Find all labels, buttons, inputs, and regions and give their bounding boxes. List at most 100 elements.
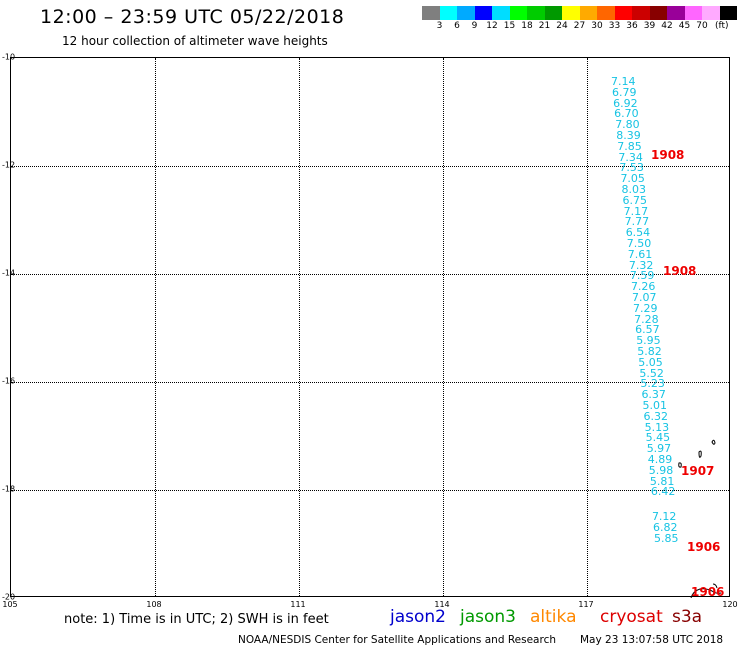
latitude-label: -12: [2, 160, 16, 170]
color-swatch: [597, 6, 615, 20]
satellite-legend-item: jason3: [460, 607, 516, 627]
swh-value: 5.05: [638, 355, 663, 369]
scale-label: 6: [454, 21, 460, 31]
swh-value: 6.37: [641, 388, 666, 402]
longitude-gridline: [443, 58, 444, 596]
swh-value: 5.81: [649, 474, 675, 488]
color-scale-swatches: [422, 6, 737, 20]
color-swatch: [562, 6, 580, 20]
swh-value: 6.79: [612, 85, 637, 99]
track-time-label: 1907: [681, 464, 715, 478]
color-swatch: [492, 6, 510, 20]
swh-value: 5.13: [644, 420, 670, 434]
longitude-label: 111: [290, 600, 306, 609]
scale-label-spacer: [422, 21, 431, 31]
swh-value: 7.53: [619, 161, 644, 175]
swh-value: 5.23: [640, 377, 665, 391]
swh-value: 5.95: [636, 334, 661, 348]
swh-value: 6.82: [653, 521, 678, 534]
swh-value: 7.29: [633, 301, 658, 315]
longitude-label: 120: [722, 600, 738, 609]
color-swatch: [579, 6, 597, 20]
scale-label: 18: [521, 21, 533, 31]
color-swatch: [544, 6, 562, 20]
generation-timestamp: May 23 13:07:58 UTC 2018: [580, 634, 724, 646]
map-panel: 7.14 6.79 6.92 6.70 7.80 8.39 7.85 7.34 7.53 7.05…: [10, 57, 730, 599]
scale-label: 12: [486, 21, 498, 31]
color-swatch: [719, 6, 737, 20]
color-scale-legend: 3 6 9 12 15 18 21 24 27 30 33 36 39 42 45 70 (ft): [422, 6, 737, 31]
swh-value: 6.54: [625, 226, 651, 240]
color-swatch: [439, 6, 457, 20]
latitude-label: -20: [2, 592, 16, 602]
swh-value: 5.01: [642, 399, 668, 412]
color-scale-labels: 3 6 9 12 15 18 21 24 27 30 33 36 39 42 45 70 (ft): [422, 21, 737, 31]
track-time-label: 1906: [687, 540, 721, 554]
map-title: 12:00 – 23:59 UTC 05/22/2018: [40, 6, 345, 28]
swh-value: 4.89: [647, 453, 673, 466]
longitude-label: 117: [578, 600, 594, 609]
swh-value: 6.57: [635, 323, 660, 337]
color-swatch: [457, 6, 475, 20]
satellite-legend-item: cryosat: [600, 607, 663, 627]
swh-value: 5.82: [637, 345, 662, 358]
swh-value: 6.32: [643, 409, 669, 423]
satellite-legend-item: jason2: [390, 607, 446, 627]
swh-value: 7.34: [618, 150, 643, 164]
longitude-gridline: [587, 58, 588, 596]
swh-value: 7.32: [628, 258, 654, 272]
latitude-gridline: [11, 382, 729, 383]
scale-label: 45: [678, 21, 691, 31]
scale-label: 3: [436, 21, 443, 31]
swh-value: 8.03: [621, 183, 647, 196]
color-swatch: [702, 6, 720, 20]
swh-value: 7.50: [626, 237, 652, 250]
track-time-label: 1908: [651, 148, 685, 162]
longitude-gridline: [155, 58, 156, 596]
latitude-label: -10: [2, 52, 16, 62]
color-swatch: [422, 6, 440, 20]
swh-value: 8.39: [616, 129, 641, 142]
latitude-label: -16: [2, 376, 16, 386]
latitude-label: -18: [2, 484, 16, 494]
swh-value: 5.98: [648, 463, 674, 477]
longitude-label: 114: [434, 600, 450, 609]
latitude-label: -14: [2, 268, 16, 278]
satellite-legend-item: s3a: [672, 607, 703, 627]
color-swatch: [632, 6, 650, 20]
swh-value: 7.26: [630, 280, 656, 294]
swh-value: 7.14: [611, 75, 636, 88]
swh-value: 6.42: [650, 485, 676, 499]
color-swatch: [509, 6, 527, 20]
scale-label: 33: [608, 21, 621, 31]
swh-value: 5.85: [654, 531, 679, 545]
latitude-gridline: [11, 166, 729, 167]
longitude-gridline: [299, 58, 300, 596]
swh-value: 5.52: [639, 366, 664, 380]
swh-value: 7.59: [629, 269, 655, 283]
swh-value: 5.45: [645, 431, 671, 445]
scale-label: 36: [626, 21, 638, 31]
scale-label: 30: [591, 21, 603, 31]
scale-label: 24: [556, 21, 568, 31]
color-swatch: [684, 6, 702, 20]
color-swatch: [527, 6, 545, 20]
satellite-legend-item: altika: [530, 607, 577, 627]
swh-value: 7.77: [624, 215, 650, 229]
map-subtitle: 12 hour collection of altimeter wave hei…: [62, 34, 328, 48]
color-swatch: [614, 6, 632, 20]
latitude-gridline: [11, 490, 729, 491]
swh-value: 7.05: [620, 172, 645, 186]
scale-label: 15: [503, 21, 516, 31]
swh-value: 6.75: [622, 193, 648, 207]
track-time-label: 1908: [663, 264, 697, 278]
swh-value: 6.70: [614, 107, 639, 121]
swh-value: 7.17: [623, 204, 649, 218]
credit-line: NOAA/NESDIS Center for Satellite Applica…: [238, 634, 556, 646]
track-time-label: 1906: [691, 585, 725, 599]
color-swatch: [649, 6, 667, 20]
swh-value: 7.28: [634, 312, 659, 326]
swh-value: 7.12: [651, 510, 677, 524]
scale-label: (ft): [714, 21, 729, 31]
scale-label: 21: [538, 21, 551, 31]
